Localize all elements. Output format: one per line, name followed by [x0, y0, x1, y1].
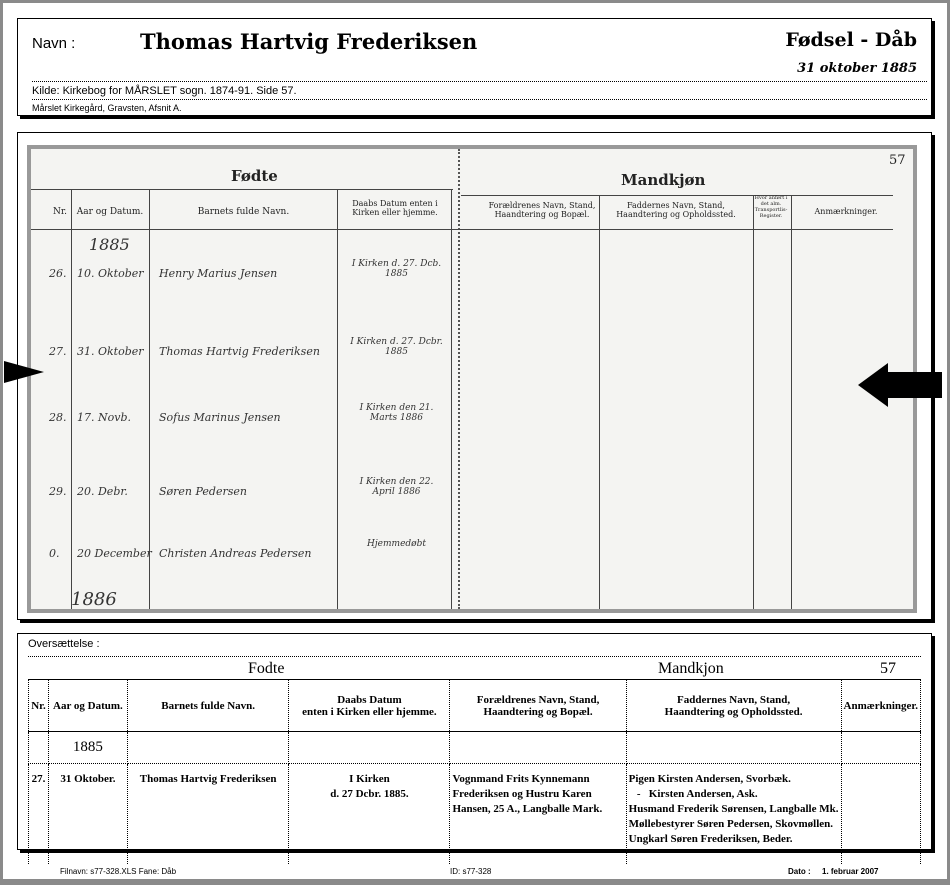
- scan-left-title: Fødte: [231, 167, 278, 185]
- scan-entry-nr: 27.: [49, 345, 67, 358]
- scan-entry-name: Thomas Hartvig Frederiksen: [159, 345, 320, 358]
- scan-col: Forældrenes Navn, Stand, Haandtering og …: [488, 201, 596, 219]
- footer-filename: Filnavn: s77-328.XLS Fane: Dåb: [60, 867, 177, 876]
- scan-entry-date: 10. Oktober: [77, 267, 144, 280]
- scan-col: Anmærkninger.: [814, 207, 878, 216]
- translation-table: Nr. Aar og Datum. Barnets fulde Navn. Da…: [28, 679, 922, 864]
- scan-entry-date: 20. Debr.: [77, 485, 128, 498]
- column-header: Daabs Datum enten i Kirken eller hjemme.: [288, 679, 451, 732]
- source-text: Kilde: Kirkebog for MÅRSLET sogn. 1874-9…: [32, 85, 297, 97]
- translation-page-number: 57: [880, 660, 896, 677]
- record-date: 31 oktober 1885: [797, 61, 917, 76]
- record-header: Navn : Thomas Hartvig Frederiksen Fødsel…: [17, 18, 932, 116]
- scan-entry-nr: 28.: [49, 411, 67, 424]
- table-row: 27. 31 Oktober. Thomas Hartvig Frederiks…: [28, 763, 922, 852]
- page-fold: [458, 149, 460, 609]
- column-header: Nr.: [28, 679, 49, 732]
- arrow-left-icon: [858, 363, 888, 407]
- parents-cell: Vognmand Frits Kynnemann Frederiksen og H…: [449, 763, 627, 852]
- scan-entry-date: 31. Oktober: [77, 345, 144, 358]
- table-header-row: Nr. Aar og Datum. Barnets fulde Navn. Da…: [28, 679, 922, 732]
- scan-col: Nr.: [52, 207, 68, 217]
- column-header: Faddernes Navn, Stand, Haandtering og Op…: [625, 679, 842, 732]
- scan-entry-nr: 29.: [49, 485, 67, 498]
- scan-col: Daabs Datum enten i Kirken eller hjemme.: [352, 199, 438, 217]
- divider: [32, 99, 927, 100]
- translation-left-title: Fodte: [248, 660, 285, 677]
- footer-id: ID: s77-328: [450, 867, 492, 876]
- arrow-left-shaft: [886, 372, 942, 398]
- footer-date: 1. februar 2007: [822, 867, 879, 876]
- scan-right-title: Mandkjøn: [621, 171, 706, 189]
- column-header: Barnets fulde Navn.: [126, 679, 290, 732]
- scan-entry-bapt: I Kirken den 22. April 1886: [359, 477, 434, 497]
- church-book-scan-panel: Fødte Mandkjøn 57 Nr. Aar og Datum. Barn…: [17, 132, 932, 620]
- record-type: Fødsel - Dåb: [785, 29, 917, 51]
- footer-date-label: Dato :: [788, 867, 811, 876]
- scan-page-number: 57: [889, 153, 906, 168]
- scan-col: Barnets fulde Navn.: [197, 207, 290, 217]
- scan-col: Hvor anført i det alm. Transportlis-Regi…: [754, 195, 788, 219]
- scan-entry-name: Søren Pedersen: [159, 485, 247, 498]
- column-header: Aar og Datum.: [47, 679, 128, 732]
- divider: [32, 81, 927, 82]
- date-cell: 31 Oktober.: [47, 763, 128, 852]
- column-header: Anmærkninger.: [840, 679, 922, 732]
- nr-cell: 27.: [28, 763, 49, 852]
- scan-entry-name: Christen Andreas Pedersen: [159, 547, 312, 560]
- scan-entry-nr: 26.: [49, 267, 67, 280]
- scan-year: 1886: [71, 589, 117, 610]
- scan-entry-date: 20 December: [77, 547, 152, 560]
- baptism-cell: I Kirken d. 27 Dcbr. 1885.: [288, 763, 451, 852]
- scan-entry-name: Henry Marius Jensen: [159, 267, 278, 280]
- person-name: Thomas Hartvig Frederiksen: [140, 29, 478, 54]
- translation-label: Oversættelse :: [28, 638, 100, 650]
- scan-entry-bapt: I Kirken den 21. Marts 1886: [359, 403, 434, 423]
- scan-entry-bapt: Hjemmedøbt: [367, 539, 426, 549]
- translation-panel: Oversættelse : Fodte Mandkjon 57 Nr. Aar…: [17, 633, 932, 864]
- scan-entry-date: 17. Novb.: [77, 411, 131, 424]
- scan-entry-nr: 0.: [49, 547, 60, 560]
- child-name-cell: Thomas Hartvig Frederiksen: [126, 763, 290, 852]
- scan-entry-name: Sofus Marinus Jensen: [159, 411, 281, 424]
- arrow-right-icon: [4, 361, 44, 383]
- scan-col: Aar og Datum.: [76, 207, 144, 217]
- remarks-cell: [840, 763, 922, 852]
- year-cell: 1885: [47, 731, 128, 764]
- scan-col: Faddernes Navn, Stand, Haandtering og Op…: [616, 201, 736, 219]
- column-header: Forældrenes Navn, Stand, Haandtering og …: [449, 679, 627, 732]
- name-label: Navn :: [32, 35, 76, 52]
- scan-year: 1885: [89, 235, 130, 254]
- translation-right-title: Mandkjon: [658, 660, 724, 677]
- scan-entry-bapt: I Kirken d. 27. Dcbr. 1885: [350, 337, 443, 357]
- godparents-cell: Pigen Kirsten Andersen, Svorbæk. - Kirst…: [625, 763, 842, 852]
- year-row: 1885: [28, 731, 922, 764]
- grave-text: Mårslet Kirkegård, Gravsten, Afsnit A.: [32, 103, 182, 113]
- scan-entry-bapt: I Kirken d. 27. Dcb. 1885: [351, 259, 442, 279]
- church-book-scan-image: Fødte Mandkjøn 57 Nr. Aar og Datum. Barn…: [27, 145, 917, 613]
